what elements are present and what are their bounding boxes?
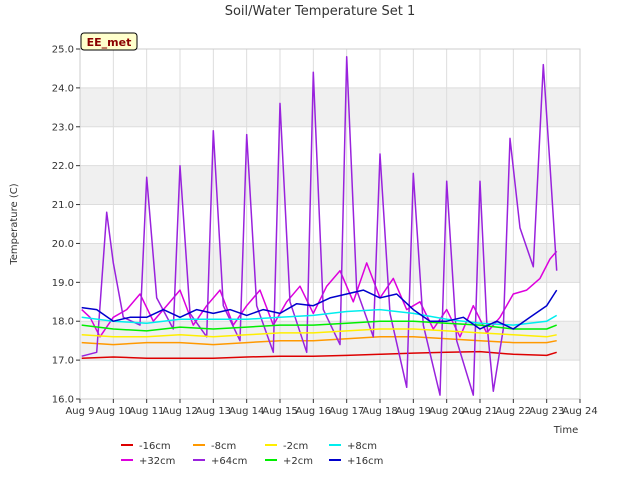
x-tick-label: Aug 24 bbox=[562, 406, 597, 417]
legend-item-+8cm: +8cm bbox=[329, 441, 377, 452]
legend-label: +32cm bbox=[139, 456, 175, 467]
legend-item--16cm: -16cm bbox=[121, 441, 171, 452]
y-tick-label: 18.0 bbox=[52, 317, 74, 328]
series-line--16cm bbox=[81, 350, 557, 359]
x-tick-label: Aug 14 bbox=[229, 406, 264, 417]
plot-band bbox=[80, 87, 580, 127]
x-axis-label: Time bbox=[553, 425, 578, 436]
plot-band bbox=[80, 243, 580, 283]
series-line-+64cm bbox=[81, 56, 558, 396]
series-line-+8cm bbox=[81, 308, 558, 326]
y-tick-label: 25.0 bbox=[52, 45, 74, 56]
y-tick-label: 22.0 bbox=[52, 161, 74, 172]
y-axis-label: Temperature (C) bbox=[9, 183, 20, 265]
legend-item-+16cm: +16cm bbox=[329, 456, 383, 467]
station-badge: EE_met bbox=[80, 32, 138, 51]
plot-band bbox=[80, 165, 580, 205]
x-tick-label: Aug 17 bbox=[329, 406, 364, 417]
x-tick-label: Aug 20 bbox=[429, 406, 464, 417]
y-tick-label: 16.0 bbox=[52, 395, 74, 406]
plot-band bbox=[80, 282, 580, 322]
series-line-+32cm bbox=[81, 250, 558, 338]
plot-band bbox=[80, 49, 580, 88]
series-layer bbox=[81, 56, 558, 396]
x-tick-label: Aug 22 bbox=[496, 406, 531, 417]
y-axis: 16.0 17.0 18.0 19.0 20.0 21.0 22.0 23.0 24.0 25.0 bbox=[52, 45, 80, 406]
y-tick-label: 23.0 bbox=[52, 122, 74, 133]
series-line-+16cm bbox=[81, 289, 558, 330]
chart-title: Soil/Water Temperature Set 1 bbox=[225, 4, 416, 19]
x-tick-label: Aug 11 bbox=[129, 406, 164, 417]
y-tick-label: 21.0 bbox=[52, 200, 74, 211]
station-badge-label: EE_met bbox=[87, 36, 132, 49]
legend-item--2cm: -2cm bbox=[265, 441, 308, 452]
legend-label: +2cm bbox=[283, 456, 313, 467]
y-tick-label: 17.0 bbox=[52, 356, 74, 367]
legend-label: -16cm bbox=[139, 441, 171, 452]
legend-label: +8cm bbox=[347, 441, 377, 452]
y-tick-label: 20.0 bbox=[52, 239, 74, 250]
series-line-+2cm bbox=[81, 320, 557, 332]
station-badge-box bbox=[80, 32, 138, 51]
x-tick-label: Aug 19 bbox=[396, 406, 431, 417]
x-tick-label: Aug 16 bbox=[296, 406, 331, 417]
plot-band bbox=[80, 204, 580, 244]
x-tick-label: Aug 23 bbox=[529, 406, 564, 417]
x-tick-label: Aug 10 bbox=[96, 406, 131, 417]
plot-frame bbox=[79, 48, 581, 400]
legend-label: -8cm bbox=[211, 441, 236, 452]
x-tick-label: Aug 13 bbox=[196, 406, 231, 417]
series-line--2cm bbox=[81, 328, 557, 338]
legend-label: -2cm bbox=[283, 441, 308, 452]
x-tick-label: Aug 21 bbox=[462, 406, 497, 417]
legend-item--8cm: -8cm bbox=[193, 441, 236, 452]
legend-label: +16cm bbox=[347, 456, 383, 467]
x-tick-label: Aug 18 bbox=[362, 406, 397, 417]
legend-item-+64cm: +64cm bbox=[193, 456, 247, 467]
plot-band bbox=[80, 360, 580, 399]
x-tick-label: Aug 12 bbox=[162, 406, 197, 417]
y-tick-label: 19.0 bbox=[52, 278, 74, 289]
series-line--8cm bbox=[81, 336, 557, 346]
x-tick-label: Aug 9 bbox=[65, 406, 94, 417]
x-tick-label: Aug 15 bbox=[262, 406, 297, 417]
legend: -16cm +32cm -8cm +64cm -2cm +2cm +8cm +16cm bbox=[121, 441, 383, 467]
plot-band bbox=[80, 126, 580, 166]
legend-item-+2cm: +2cm bbox=[265, 456, 313, 467]
legend-item-+32cm: +32cm bbox=[121, 456, 175, 467]
legend-label: +64cm bbox=[211, 456, 247, 467]
plot-background bbox=[80, 49, 580, 399]
y-tick-label: 24.0 bbox=[52, 83, 74, 94]
